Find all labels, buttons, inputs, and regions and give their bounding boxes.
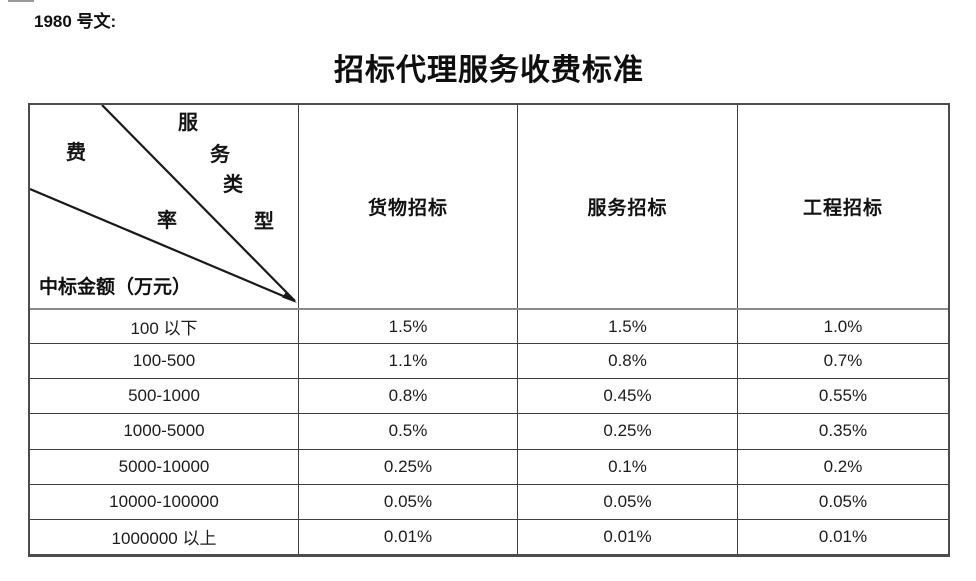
- rate-cell: 1.5%: [299, 310, 518, 344]
- rate-cell: 0.55%: [818, 386, 868, 406]
- table-row: 100-500 1.1% 0.8% 0.7%: [30, 343, 948, 379]
- corner-service-type-char: 型: [254, 211, 274, 233]
- column-header-engineering-bidding: 工程招标: [802, 198, 883, 219]
- corner-fee-rate-char: 费: [66, 142, 86, 164]
- rate-cell: 0.05%: [299, 484, 518, 519]
- rate-cell: 1.1%: [299, 344, 518, 379]
- rate-cell: 1.0%: [823, 316, 863, 336]
- diagonal-divider-lines: [30, 105, 297, 303]
- rate-cell: 0.2%: [823, 456, 863, 476]
- rate-cell: 0.8%: [518, 344, 738, 379]
- rate-cell: 0.1%: [518, 449, 738, 484]
- doc-number-label: 1980 号文:: [34, 12, 117, 31]
- page-title: 招标代理服务收费标准: [334, 54, 644, 87]
- rate-cell: 0.8%: [299, 379, 518, 414]
- table-row: 100 以下 1.5% 1.5% 1.0%: [30, 308, 948, 344]
- column-header-service-bidding: 服务招标: [518, 105, 738, 308]
- corner-service-type-char: 服: [178, 112, 198, 134]
- rate-cell: 1.5%: [518, 310, 738, 344]
- rate-cell: 0.01%: [818, 526, 868, 546]
- rate-cell: 0.05%: [518, 484, 738, 519]
- column-header-goods-bidding: 货物招标: [299, 105, 518, 308]
- rate-cell: 0.01%: [299, 519, 518, 554]
- corner-service-type-char: 务: [210, 144, 230, 166]
- table-row: 10000-100000 0.05% 0.05% 0.05%: [30, 483, 948, 519]
- corner-service-type-char: 类: [223, 174, 243, 196]
- amount-range-cell: 10000-100000: [30, 484, 299, 519]
- rate-cell: 0.25%: [299, 449, 518, 484]
- rate-cell: 0.45%: [518, 379, 738, 414]
- table-row: 1000-5000 0.5% 0.25% 0.35%: [30, 413, 948, 449]
- fee-standard-table: 服 务 类 型 费 率 中标金额（万元） 货物招标 服务招标 工程招标 100 …: [28, 103, 950, 557]
- table-corner-cell: 服 务 类 型 费 率 中标金额（万元）: [30, 105, 299, 308]
- rate-cell: 0.05%: [818, 491, 868, 511]
- amount-range-cell: 500-1000: [30, 379, 299, 414]
- rate-cell: 0.01%: [518, 519, 738, 554]
- table-row: 1000000 以上 0.01% 0.01% 0.01%: [30, 518, 948, 554]
- table-row: 5000-10000 0.25% 0.1% 0.2%: [30, 448, 948, 484]
- rate-cell: 0.25%: [518, 414, 738, 449]
- amount-range-cell: 100-500: [30, 344, 299, 379]
- amount-range-cell: 100 以下: [30, 310, 299, 344]
- amount-range-cell: 1000-5000: [30, 414, 299, 449]
- corner-fee-rate-char: 率: [157, 210, 177, 232]
- amount-range-cell: 1000000 以上: [30, 519, 299, 554]
- rate-cell: 0.5%: [299, 414, 518, 449]
- amount-range-cell: 5000-10000: [30, 449, 299, 484]
- scan-artifact-line: [8, 0, 34, 2]
- table-header-row: 服 务 类 型 费 率 中标金额（万元） 货物招标 服务招标 工程招标: [30, 105, 948, 308]
- rate-cell: 0.35%: [818, 421, 868, 441]
- rate-cell: 0.7%: [823, 351, 863, 371]
- table-row: 500-1000 0.8% 0.45% 0.55%: [30, 378, 948, 414]
- corner-amount-axis-label: 中标金额（万元）: [39, 277, 192, 298]
